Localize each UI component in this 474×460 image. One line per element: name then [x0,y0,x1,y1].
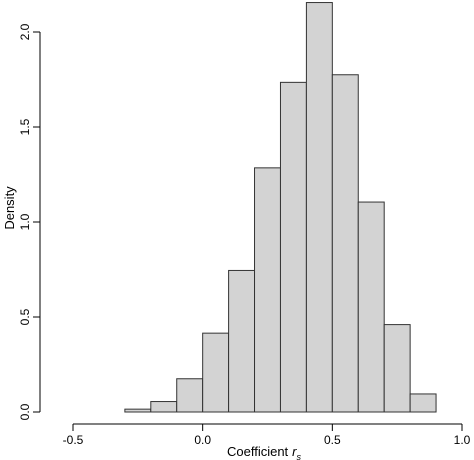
x-tick-label: 0.0 [194,433,211,447]
histogram-bar [279,81,307,413]
histogram-bar [124,408,152,413]
x-axis: -0.5 0.0 0.5 1.0 [63,423,471,447]
histogram-bar [331,74,359,413]
x-axis-title-symbol: r [292,444,297,459]
histogram-bar [383,324,411,413]
histogram-bar [305,2,333,413]
x-axis-title: Coefficient rs [227,444,302,460]
histogram-bar [228,269,256,413]
histogram-bar [409,393,437,413]
x-tick-label: 1.0 [454,433,471,447]
y-axis-title: Density [2,186,17,230]
y-tick-label: 1.5 [18,118,32,135]
histogram-bar [150,401,178,413]
x-tick-label: -0.5 [63,433,84,447]
y-tick-label: 0.0 [18,403,32,420]
histogram-bar [176,378,204,413]
y-tick-label: 0.5 [18,308,32,325]
y-tick-label: 1.0 [18,213,32,230]
histogram-bar [202,332,230,413]
y-tick-label: 2.0 [18,23,32,40]
histogram-bar [254,167,281,413]
x-tick-label: 0.5 [324,433,341,447]
histogram-bars [124,2,437,413]
x-axis-title-subscript: s [297,452,302,460]
y-axis: 0.0 0.5 1.0 1.5 2.0 [18,23,41,420]
x-axis-title-text: Coefficient [227,444,289,459]
histogram-bar [357,201,385,413]
